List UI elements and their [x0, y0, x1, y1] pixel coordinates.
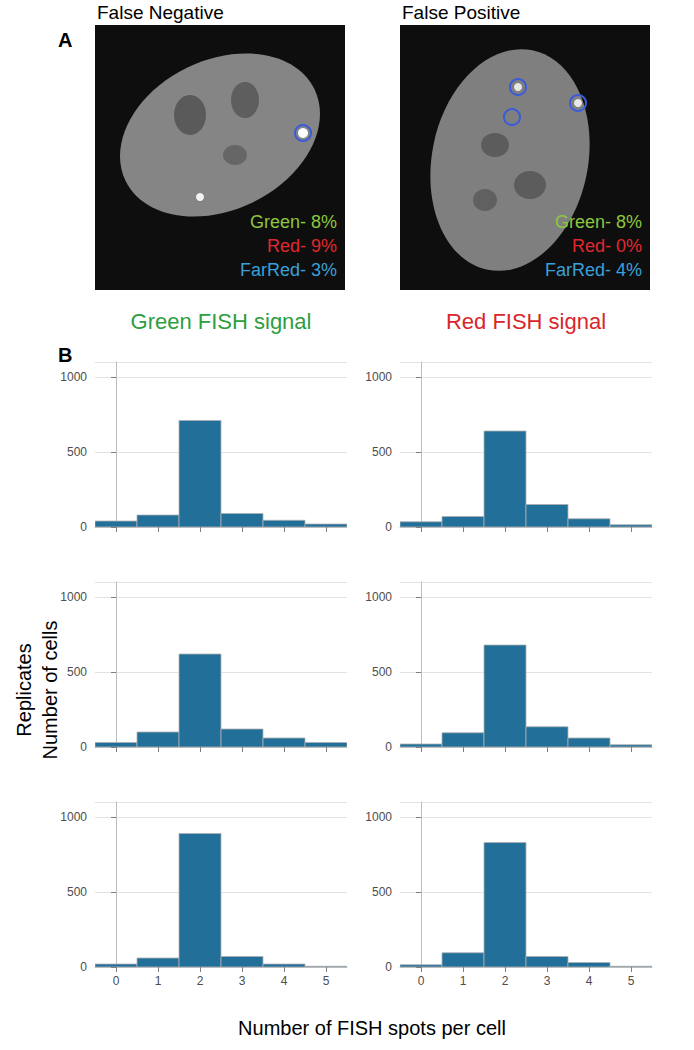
svg-text:1000: 1000: [365, 590, 392, 604]
svg-text:500: 500: [372, 885, 392, 899]
svg-text:FarRed- 4%: FarRed- 4%: [545, 260, 642, 280]
svg-text:B: B: [58, 344, 72, 366]
svg-text:1000: 1000: [60, 590, 87, 604]
svg-text:0: 0: [385, 520, 392, 534]
svg-text:Red FISH signal: Red FISH signal: [446, 309, 606, 334]
svg-text:1000: 1000: [60, 810, 87, 824]
svg-text:4: 4: [586, 974, 593, 988]
svg-text:0: 0: [80, 960, 87, 974]
svg-text:500: 500: [67, 665, 87, 679]
svg-text:Red- 9%: Red- 9%: [267, 236, 337, 256]
svg-text:500: 500: [372, 445, 392, 459]
svg-text:1000: 1000: [365, 810, 392, 824]
svg-text:FarRed- 3%: FarRed- 3%: [240, 260, 337, 280]
svg-text:1: 1: [155, 974, 162, 988]
svg-text:0: 0: [80, 520, 87, 534]
svg-text:500: 500: [67, 885, 87, 899]
svg-text:1000: 1000: [60, 370, 87, 384]
svg-text:False Positive: False Positive: [402, 2, 520, 23]
svg-text:2: 2: [197, 974, 204, 988]
svg-text:0: 0: [418, 974, 425, 988]
svg-text:Number of FISH spots per cell: Number of FISH spots per cell: [238, 1017, 506, 1039]
svg-text:0: 0: [113, 974, 120, 988]
svg-text:Number of cells: Number of cells: [39, 621, 61, 760]
svg-text:A: A: [58, 29, 72, 51]
svg-text:Green- 8%: Green- 8%: [250, 212, 337, 232]
svg-text:0: 0: [385, 960, 392, 974]
svg-text:Red- 0%: Red- 0%: [572, 236, 642, 256]
svg-text:Green- 8%: Green- 8%: [555, 212, 642, 232]
svg-text:500: 500: [67, 445, 87, 459]
svg-text:5: 5: [323, 974, 330, 988]
svg-text:1000: 1000: [365, 370, 392, 384]
svg-text:1: 1: [460, 974, 467, 988]
svg-text:5: 5: [628, 974, 635, 988]
svg-text:0: 0: [385, 740, 392, 754]
svg-text:Green FISH signal: Green FISH signal: [131, 309, 312, 334]
svg-text:Replicates: Replicates: [13, 643, 35, 736]
svg-text:2: 2: [502, 974, 509, 988]
svg-text:3: 3: [544, 974, 551, 988]
svg-text:False Negative: False Negative: [97, 2, 224, 23]
svg-text:0: 0: [80, 740, 87, 754]
svg-text:4: 4: [281, 974, 288, 988]
svg-text:500: 500: [372, 665, 392, 679]
svg-text:3: 3: [239, 974, 246, 988]
